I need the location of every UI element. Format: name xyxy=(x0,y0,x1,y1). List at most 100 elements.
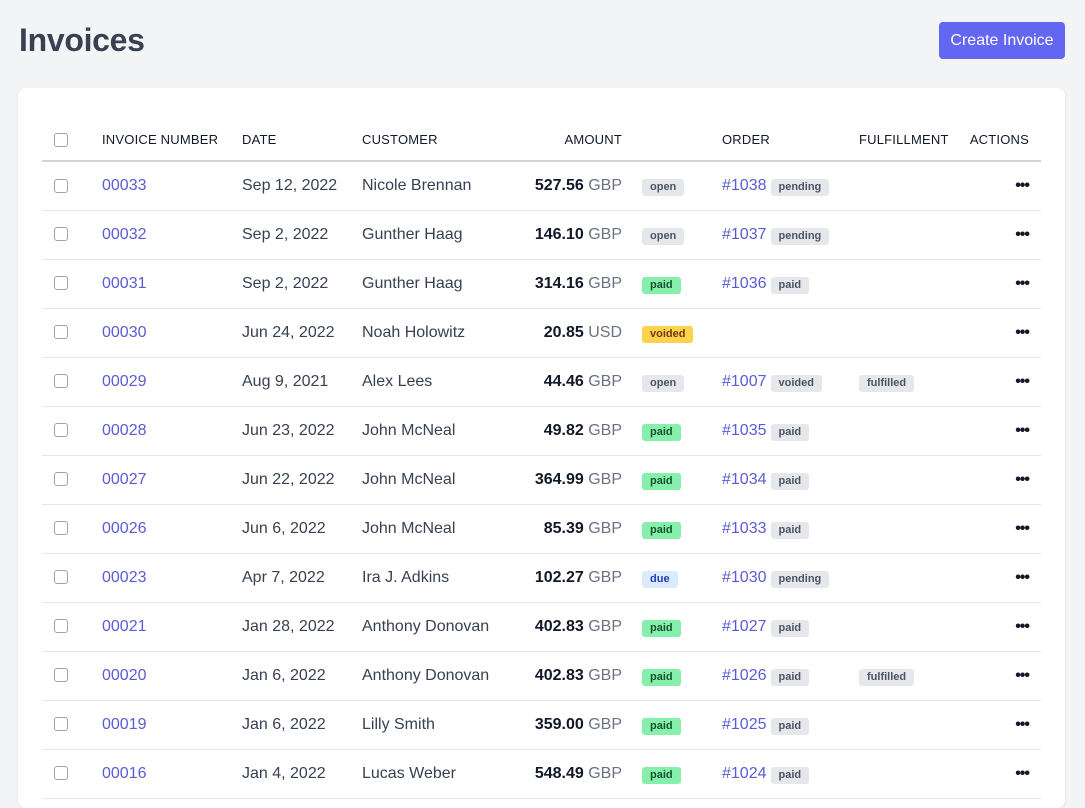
table-row[interactable]: 00023 Apr 7, 2022 Ira J. Adkins 102.27 GBP d… xyxy=(42,553,1041,602)
order-status-badge: paid xyxy=(770,717,810,735)
invoice-number-link[interactable]: 00029 xyxy=(102,372,147,390)
row-select-cell xyxy=(42,455,102,504)
table-row[interactable]: 00021 Jan 28, 2022 Anthony Donovan 402.83 G… xyxy=(42,602,1041,651)
row-checkbox[interactable] xyxy=(54,276,68,291)
row-checkbox[interactable] xyxy=(54,668,68,683)
table-row[interactable]: 00033 Sep 12, 2022 Nicole Brennan 527.56 GB… xyxy=(42,161,1041,210)
more-horizontal-icon[interactable]: ••• xyxy=(1015,421,1030,439)
invoice-number-link[interactable]: 00027 xyxy=(102,470,147,488)
table-row[interactable]: 00031 Sep 2, 2022 Gunther Haag 314.16 GBP pa… xyxy=(42,259,1041,308)
column-header-order[interactable]: Order xyxy=(722,131,770,147)
table-row[interactable]: 00020 Jan 6, 2022 Anthony Donovan 402.83 GB… xyxy=(42,651,1041,700)
column-header-customer[interactable]: Customer xyxy=(362,131,438,147)
order-cell: #1024 paid xyxy=(722,749,859,798)
currency-code: GBP xyxy=(588,470,622,488)
select-all-checkbox[interactable] xyxy=(54,132,68,147)
order-status-badge: pending xyxy=(770,179,830,197)
row-checkbox[interactable] xyxy=(54,521,68,536)
more-horizontal-icon[interactable]: ••• xyxy=(1015,568,1030,586)
more-horizontal-icon[interactable]: ••• xyxy=(1015,764,1030,782)
table-row[interactable]: 00026 Jun 6, 2022 John McNeal 85.39 GBP paid… xyxy=(42,504,1041,553)
order-link[interactable]: #1037 xyxy=(722,225,767,243)
more-horizontal-icon[interactable]: ••• xyxy=(1015,470,1030,488)
order-status-badge: pending xyxy=(770,570,830,588)
amount-cell: 49.82 GBP xyxy=(522,406,642,455)
table-row[interactable]: 00028 Jun 23, 2022 John McNeal 49.82 GBP pai… xyxy=(42,406,1041,455)
create-invoice-button[interactable]: Create Invoice xyxy=(939,22,1065,59)
order-status-badge: paid xyxy=(770,668,810,686)
table-row[interactable]: 00019 Jan 6, 2022 Lilly Smith 359.00 GBP pai… xyxy=(42,700,1041,749)
row-checkbox[interactable] xyxy=(54,472,68,487)
order-link[interactable]: #1030 xyxy=(722,568,767,586)
currency-code: GBP xyxy=(588,176,622,194)
row-checkbox[interactable] xyxy=(54,717,68,732)
customer-name: John McNeal xyxy=(362,519,456,537)
status-cell: open xyxy=(642,357,722,406)
more-horizontal-icon[interactable]: ••• xyxy=(1015,519,1030,537)
row-checkbox[interactable] xyxy=(54,227,68,242)
row-select-cell xyxy=(42,504,102,553)
order-link[interactable]: #1027 xyxy=(722,617,767,635)
row-checkbox[interactable] xyxy=(54,374,68,389)
amount-cell: 102.27 GBP xyxy=(522,553,642,602)
status-cell: paid xyxy=(642,406,722,455)
column-header-actions: Actions xyxy=(969,131,1029,147)
invoice-status-badge: paid xyxy=(642,668,681,686)
column-header-date[interactable]: Date xyxy=(242,131,277,147)
order-link[interactable]: #1024 xyxy=(722,764,767,782)
table-row[interactable]: 00016 Jan 4, 2022 Lucas Weber 548.49 GBP pai… xyxy=(42,749,1041,798)
more-horizontal-icon[interactable]: ••• xyxy=(1015,176,1030,194)
more-horizontal-icon[interactable]: ••• xyxy=(1015,666,1030,684)
invoice-number-cell: 00026 xyxy=(102,504,242,553)
row-checkbox[interactable] xyxy=(54,423,68,438)
invoice-date: Sep 12, 2022 xyxy=(242,176,338,194)
fulfillment-cell xyxy=(859,455,969,504)
fulfillment-cell xyxy=(859,749,969,798)
invoice-number-link[interactable]: 00019 xyxy=(102,715,147,733)
table-row[interactable]: 00027 Jun 22, 2022 John McNeal 364.99 GBP pa… xyxy=(42,455,1041,504)
order-link[interactable]: #1035 xyxy=(722,421,767,439)
invoice-number-link[interactable]: 00026 xyxy=(102,519,147,537)
more-horizontal-icon[interactable]: ••• xyxy=(1015,715,1030,733)
column-header-amount[interactable]: Amount xyxy=(564,131,622,147)
row-checkbox[interactable] xyxy=(54,766,68,781)
row-select-cell xyxy=(42,259,102,308)
invoice-number-link[interactable]: 00021 xyxy=(102,617,147,635)
invoice-number-link[interactable]: 00033 xyxy=(102,176,147,194)
row-checkbox[interactable] xyxy=(54,178,68,193)
invoice-number-link[interactable]: 00023 xyxy=(102,568,147,586)
order-cell: #1026 paid xyxy=(722,651,859,700)
row-checkbox[interactable] xyxy=(54,570,68,585)
table-row[interactable]: 00030 Jun 24, 2022 Noah Holowitz 20.85 USD v… xyxy=(42,308,1041,357)
amount-cell: 402.83 GBP xyxy=(522,602,642,651)
invoice-number-link[interactable]: 00031 xyxy=(102,274,147,292)
order-link[interactable]: #1034 xyxy=(722,470,767,488)
order-link[interactable]: #1007 xyxy=(722,372,767,390)
row-checkbox[interactable] xyxy=(54,325,68,340)
order-link[interactable]: #1038 xyxy=(722,176,767,194)
invoice-number-link[interactable]: 00030 xyxy=(102,323,147,341)
more-horizontal-icon[interactable]: ••• xyxy=(1015,372,1030,390)
order-link[interactable]: #1026 xyxy=(722,666,767,684)
more-horizontal-icon[interactable]: ••• xyxy=(1015,274,1030,292)
invoice-number-link[interactable]: 00032 xyxy=(102,225,147,243)
column-header-status xyxy=(642,118,722,161)
more-horizontal-icon[interactable]: ••• xyxy=(1015,323,1030,341)
order-link[interactable]: #1036 xyxy=(722,274,767,292)
order-link[interactable]: #1025 xyxy=(722,715,767,733)
table-row[interactable]: 00029 Aug 9, 2021 Alex Lees 44.46 GBP open #1… xyxy=(42,357,1041,406)
actions-cell: ••• xyxy=(969,259,1041,308)
currency-code: GBP xyxy=(588,519,622,537)
row-checkbox[interactable] xyxy=(54,619,68,634)
more-horizontal-icon[interactable]: ••• xyxy=(1015,225,1030,243)
invoice-number-link[interactable]: 00028 xyxy=(102,421,147,439)
invoice-number-link[interactable]: 00016 xyxy=(102,764,147,782)
invoice-number-link[interactable]: 00020 xyxy=(102,666,147,684)
amount-value: 402.83 xyxy=(534,666,584,684)
column-header-fulfillment[interactable]: Fulfillment xyxy=(859,131,949,147)
column-header-invoice-number[interactable]: Invoice Number xyxy=(102,131,219,147)
more-horizontal-icon[interactable]: ••• xyxy=(1015,617,1030,635)
order-cell: #1025 paid xyxy=(722,700,859,749)
table-row[interactable]: 00032 Sep 2, 2022 Gunther Haag 146.10 GBP op… xyxy=(42,210,1041,259)
order-link[interactable]: #1033 xyxy=(722,519,767,537)
